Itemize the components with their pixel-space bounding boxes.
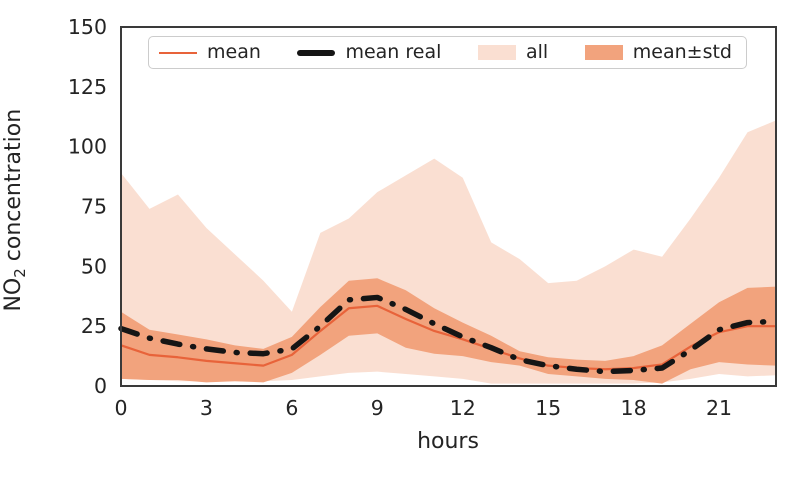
legend: mean mean real all mean±std xyxy=(148,36,747,69)
legend-item-all: all xyxy=(477,41,549,63)
x-tick-label: 6 xyxy=(285,396,298,420)
y-axis-label-sub: 2 xyxy=(11,268,30,278)
mean-std-band-swatch-icon xyxy=(584,45,623,60)
legend-label-all: all xyxy=(525,41,549,63)
line-mean-real xyxy=(118,294,779,375)
y-tick-label: 100 xyxy=(68,135,107,159)
legend-label-mean-std: mean±std xyxy=(632,41,732,63)
y-axis-label-main: NO xyxy=(0,277,26,312)
y-tick-label: 75 xyxy=(81,195,107,219)
x-tick-label: 3 xyxy=(200,396,213,420)
y-tick-label: 50 xyxy=(81,254,107,278)
legend-item-mean: mean xyxy=(159,43,261,62)
line-mean xyxy=(120,304,776,371)
legend-label-mean: mean xyxy=(207,41,261,63)
y-axis-label: NO2 concentration xyxy=(1,45,29,375)
legend-item-mean-std: mean±std xyxy=(584,41,732,63)
x-tick-label: 21 xyxy=(706,396,732,420)
x-tick-label: 9 xyxy=(371,396,384,420)
y-tick-label: 125 xyxy=(68,75,107,99)
mean-real-line-swatch-icon xyxy=(297,49,336,56)
band-all xyxy=(121,120,776,384)
y-axis-label-rest: concentration xyxy=(0,108,26,269)
x-tick-label: 18 xyxy=(621,396,647,420)
x-axis-label-text: hours xyxy=(417,429,479,454)
y-tick-label: 25 xyxy=(81,314,107,338)
y-tick-label: 0 xyxy=(94,374,107,398)
legend-label-mean-real: mean real xyxy=(345,41,442,63)
x-tick-label: 0 xyxy=(114,396,127,420)
x-tick-label: 12 xyxy=(450,396,476,420)
all-band-swatch-icon xyxy=(477,45,516,60)
legend-item-mean-real: mean real xyxy=(297,43,441,62)
y-tick-label: 150 xyxy=(68,15,107,39)
mean-line-swatch-icon xyxy=(159,51,197,54)
plot-border xyxy=(120,26,777,387)
x-axis-label: hours xyxy=(0,429,800,454)
x-tick-label: 15 xyxy=(535,396,561,420)
